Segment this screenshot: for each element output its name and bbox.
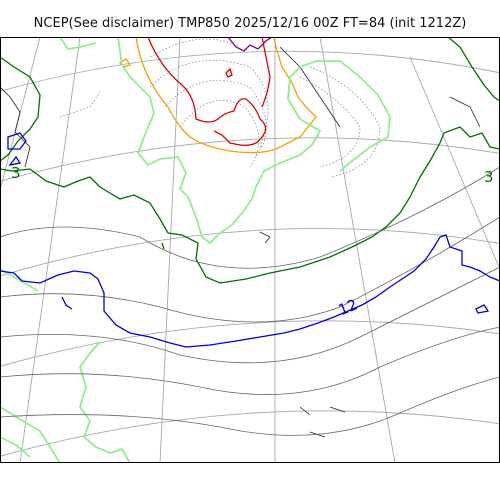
contour-red bbox=[147, 37, 267, 146]
latitude-line bbox=[0, 137, 500, 182]
contour-zero bbox=[0, 268, 39, 292]
contour-label-three: 3 bbox=[484, 168, 494, 186]
contour-twelve bbox=[475, 304, 490, 314]
map-frame bbox=[0, 37, 500, 463]
contour-label-twelve: 12 bbox=[336, 295, 360, 319]
contour-red bbox=[261, 37, 271, 108]
latitude-line bbox=[0, 320, 500, 367]
contour-orange bbox=[135, 37, 317, 154]
contour-twelve bbox=[61, 296, 73, 310]
contour-zero bbox=[0, 406, 61, 463]
longitude-line bbox=[159, 37, 181, 463]
contour-purple bbox=[227, 37, 273, 52]
longitude-line bbox=[409, 56, 500, 271]
contour-label-three: 3 bbox=[11, 164, 21, 182]
contour-three bbox=[161, 242, 165, 250]
contour-zero bbox=[0, 436, 31, 458]
coastlines bbox=[0, 46, 481, 438]
longitude-line bbox=[19, 37, 81, 463]
graticule bbox=[0, 37, 500, 463]
temperature-map: 3 3 12 bbox=[0, 37, 500, 463]
contour-three bbox=[0, 126, 500, 284]
contour-zero bbox=[79, 341, 131, 463]
contour-zero bbox=[59, 37, 391, 245]
contour-twelve bbox=[7, 132, 27, 150]
contour-red bbox=[225, 67, 233, 78]
warm-contours bbox=[0, 166, 500, 436]
map-title: NCEP(See disclaimer) TMP850 2025/12/16 0… bbox=[33, 16, 467, 31]
contour-twelve bbox=[8, 155, 22, 166]
latitude-line bbox=[0, 228, 500, 277]
longitude-line bbox=[319, 37, 396, 463]
contour-twelve bbox=[0, 234, 500, 348]
contour-three bbox=[0, 56, 41, 162]
latitude-line bbox=[0, 50, 500, 92]
contour-three bbox=[447, 37, 500, 102]
latitude-line bbox=[0, 410, 500, 457]
